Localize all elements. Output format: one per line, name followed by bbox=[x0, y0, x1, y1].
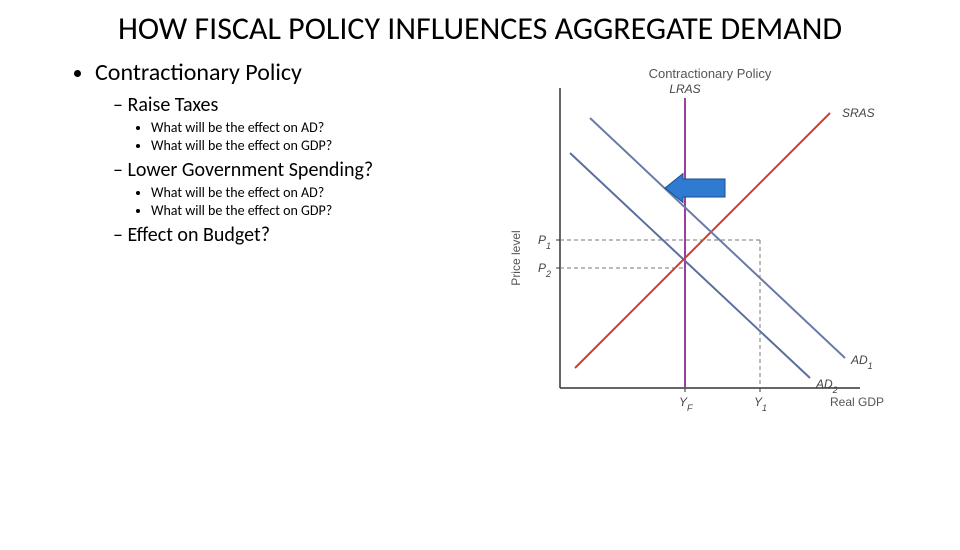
bullet-l2a-sub2: What will be the effect on GDP? bbox=[151, 137, 480, 154]
ad1-label: AD1 bbox=[850, 353, 873, 371]
bullet-l2b: Lower Government Spending? What will be … bbox=[113, 158, 480, 219]
chart-title: Contractionary Policy bbox=[649, 66, 772, 81]
bullet-l2c: Effect on Budget? bbox=[113, 223, 480, 247]
contractionary-chart: Price level Contractionary PolicyLRAS SRAS… bbox=[490, 58, 900, 428]
bullet-l2b-text: Lower Government Spending? bbox=[127, 158, 373, 182]
bullet-l2a: Raise Taxes What will be the effect on A… bbox=[113, 93, 480, 154]
x-axis-label: Real GDP bbox=[830, 395, 884, 409]
text-column: Contractionary Policy Raise Taxes What w… bbox=[75, 58, 490, 428]
p1-label: P1 bbox=[538, 233, 551, 251]
ad2-label: AD2 bbox=[815, 377, 838, 395]
y-axis-label: Price level bbox=[509, 231, 523, 286]
lras-label: LRAS bbox=[669, 82, 700, 96]
bullet-l2b-sub1: What will be the effect on AD? bbox=[151, 184, 480, 201]
bullet-l1-text: Contractionary Policy bbox=[95, 58, 302, 87]
p2-label: P2 bbox=[538, 261, 551, 279]
sras-label: SRAS bbox=[842, 106, 875, 120]
bullet-l2a-text: Raise Taxes bbox=[127, 93, 218, 117]
bullet-l2a-sub1: What will be the effect on AD? bbox=[151, 119, 480, 136]
bullet-l1: Contractionary Policy Raise Taxes What w… bbox=[95, 58, 480, 247]
bullet-l2b-sub2: What will be the effect on GDP? bbox=[151, 202, 480, 219]
slide-title: HOW FISCAL POLICY INFLUENCES AGGREGATE D… bbox=[60, 10, 900, 48]
bullet-l2c-text: Effect on Budget? bbox=[127, 223, 269, 247]
content-row: Contractionary Policy Raise Taxes What w… bbox=[0, 58, 960, 428]
yf-label: YF bbox=[679, 395, 693, 413]
y1-label: Y1 bbox=[754, 395, 767, 413]
chart-column: Price level Contractionary PolicyLRAS SRAS… bbox=[490, 58, 900, 428]
